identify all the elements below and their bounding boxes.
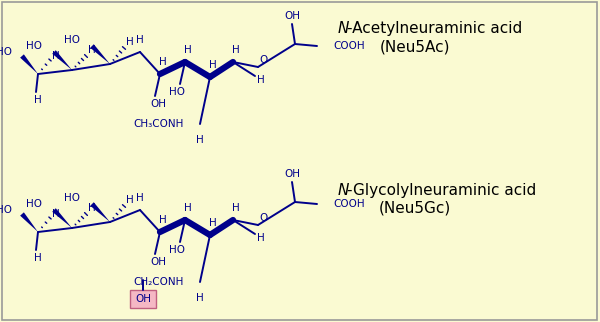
Text: H: H bbox=[126, 195, 134, 205]
Text: COOH: COOH bbox=[333, 41, 365, 51]
Text: H: H bbox=[136, 193, 144, 203]
Text: H: H bbox=[34, 253, 42, 263]
Text: H: H bbox=[257, 75, 265, 85]
Text: OH: OH bbox=[150, 99, 166, 109]
Text: OH: OH bbox=[135, 294, 151, 304]
Polygon shape bbox=[20, 212, 38, 232]
Text: N: N bbox=[338, 183, 349, 197]
Text: H: H bbox=[126, 37, 134, 47]
Polygon shape bbox=[52, 208, 72, 228]
Text: H: H bbox=[159, 215, 167, 225]
Text: HO: HO bbox=[169, 245, 185, 255]
Text: H: H bbox=[34, 95, 42, 105]
Text: H: H bbox=[196, 293, 204, 303]
Text: HO: HO bbox=[64, 35, 80, 45]
Text: COOH: COOH bbox=[333, 199, 365, 209]
Text: OH: OH bbox=[284, 169, 300, 179]
Text: H: H bbox=[257, 233, 265, 243]
Text: (Neu5Gc): (Neu5Gc) bbox=[379, 201, 451, 215]
Text: HO: HO bbox=[26, 41, 42, 51]
Text: CH₂CONH: CH₂CONH bbox=[134, 277, 184, 287]
Text: HO: HO bbox=[169, 87, 185, 97]
Text: CH₃CONH: CH₃CONH bbox=[134, 119, 184, 129]
Text: H: H bbox=[52, 51, 60, 61]
Text: -Glycolylneuraminic acid: -Glycolylneuraminic acid bbox=[347, 183, 536, 197]
Text: H: H bbox=[184, 203, 192, 213]
Text: H: H bbox=[232, 45, 240, 55]
Text: H: H bbox=[159, 57, 167, 67]
Text: HO: HO bbox=[0, 205, 12, 215]
Polygon shape bbox=[90, 44, 110, 64]
Polygon shape bbox=[20, 54, 38, 74]
Polygon shape bbox=[90, 202, 110, 222]
Text: HO: HO bbox=[26, 199, 42, 209]
Text: N: N bbox=[338, 21, 349, 35]
Text: H: H bbox=[209, 218, 217, 228]
Text: H: H bbox=[88, 203, 96, 213]
Text: H: H bbox=[196, 135, 204, 145]
Text: H: H bbox=[209, 60, 217, 70]
Bar bbox=[130, 290, 156, 308]
Text: H: H bbox=[52, 209, 60, 219]
Text: H: H bbox=[136, 35, 144, 45]
Text: H: H bbox=[184, 45, 192, 55]
Text: O: O bbox=[260, 55, 268, 65]
Text: -Acetylneuraminic acid: -Acetylneuraminic acid bbox=[347, 21, 522, 35]
Text: HO: HO bbox=[0, 47, 12, 57]
Text: OH: OH bbox=[284, 11, 300, 21]
Text: OH: OH bbox=[150, 257, 166, 267]
Text: HO: HO bbox=[64, 193, 80, 203]
Text: H: H bbox=[232, 203, 240, 213]
Text: O: O bbox=[260, 213, 268, 223]
Polygon shape bbox=[52, 50, 72, 70]
Text: (Neu5Ac): (Neu5Ac) bbox=[380, 40, 450, 54]
Text: H: H bbox=[88, 45, 96, 55]
